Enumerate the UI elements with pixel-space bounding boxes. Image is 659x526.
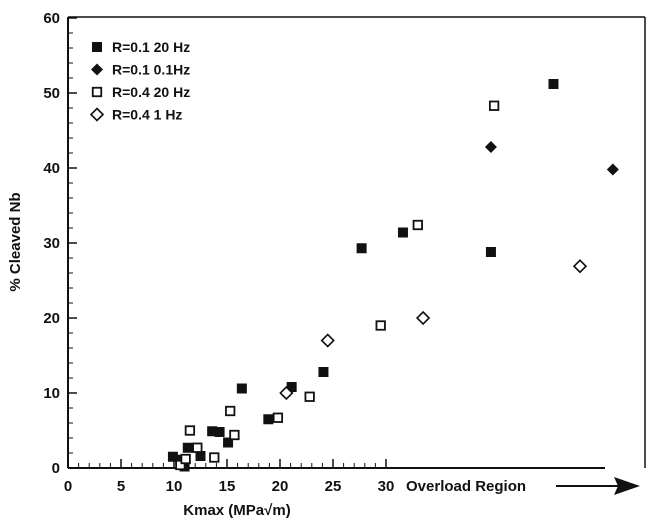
data-point: [572, 259, 588, 274]
data-point: [318, 367, 329, 377]
y-tick-label: 0: [52, 460, 60, 477]
data-points: [167, 79, 619, 472]
data-point: [236, 383, 247, 394]
y-tick-label: 60: [43, 10, 60, 27]
y-tick-label: 10: [43, 385, 60, 402]
overload-region-label: Overload Region: [406, 478, 526, 495]
legend-marker: [91, 63, 103, 76]
legend-label: R=0.4 20 Hz: [112, 84, 190, 100]
data-point: [167, 451, 178, 462]
x-tick-label: 30: [378, 478, 395, 495]
data-point: [209, 452, 220, 463]
data-point: [184, 425, 196, 436]
x-tick-label: 10: [166, 478, 183, 495]
data-point: [286, 382, 297, 392]
x-tick-label: 20: [272, 478, 289, 495]
data-point: [412, 219, 423, 231]
legend-marker: [91, 86, 103, 98]
y-tick-label: 20: [43, 310, 60, 327]
legend-label: R=0.1 0.1Hz: [112, 62, 190, 78]
data-point: [175, 454, 186, 465]
x-tick-label: 5: [117, 478, 125, 495]
data-point: [225, 405, 236, 417]
y-axis-title: % Cleaved Nb: [7, 192, 24, 291]
data-point: [223, 437, 234, 448]
data-point: [207, 426, 218, 437]
data-point: [195, 451, 206, 461]
data-point: [356, 243, 367, 254]
legend-marker: [89, 107, 105, 122]
data-point: [484, 141, 497, 153]
data-point: [180, 453, 191, 465]
legend-label: R=0.4 1 Hz: [112, 107, 182, 123]
data-point: [175, 459, 186, 471]
y-tick-label: 40: [43, 160, 60, 177]
y-tick-label: 50: [43, 85, 60, 102]
data-point: [192, 442, 203, 453]
x-tick-label: 15: [219, 478, 236, 495]
data-point: [279, 385, 294, 401]
x-axis-title: Kmax (MPa√m): [183, 502, 290, 519]
data-point: [548, 79, 559, 89]
data-point: [263, 414, 274, 425]
data-point: [485, 247, 496, 257]
data-point: [606, 163, 619, 176]
tick-labels: 0 10 20 30 40 50 60 0 5 10 15 20 25 30: [43, 10, 394, 495]
overload-arrow-head: [614, 477, 640, 495]
data-point: [214, 427, 225, 437]
data-point: [182, 442, 193, 453]
data-point: [229, 429, 240, 441]
data-point: [304, 391, 315, 402]
x-tick-label: 25: [325, 478, 342, 495]
legend-marker: [92, 42, 102, 52]
data-point: [272, 412, 284, 423]
data-point: [397, 227, 408, 238]
data-point: [320, 333, 335, 348]
x-tick-label: 0: [64, 478, 72, 495]
data-point: [415, 310, 431, 326]
data-point: [375, 320, 386, 331]
legend: R=0.1 20 Hz R=0.1 0.1Hz R=0.4 20 Hz R=0.4 1…: [89, 39, 190, 123]
y-tick-label: 30: [43, 235, 60, 252]
data-point: [488, 100, 500, 111]
legend-label: R=0.1 20 Hz: [112, 39, 190, 55]
overload-annotation: Overload Region: [406, 477, 640, 495]
